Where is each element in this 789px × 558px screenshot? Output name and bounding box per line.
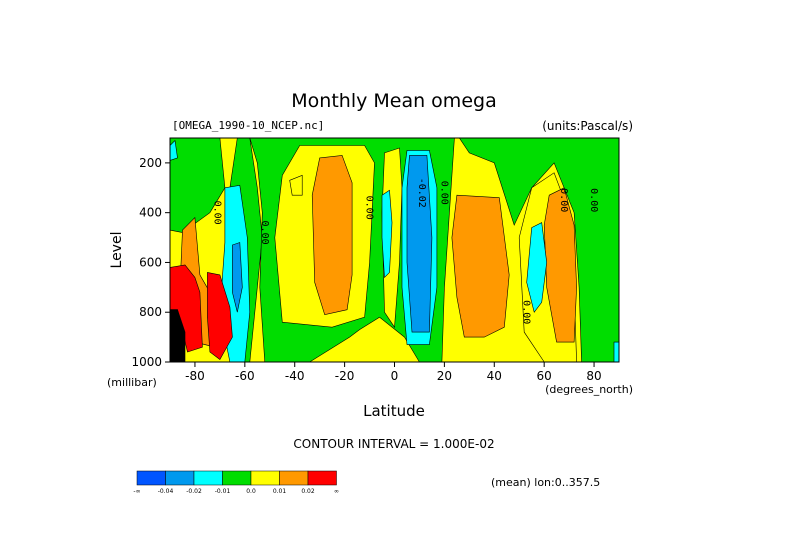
contour-labels: 0.00 0.00 0.00 -0.02 0.00 0.00 0.00 0.00 <box>211 178 599 325</box>
y-axis: 200 400 600 800 1000 <box>131 156 170 369</box>
contour-label: 0.00 <box>259 221 270 245</box>
legend-label: 0.0 <box>246 488 256 495</box>
legend-label: -0.01 <box>215 488 231 495</box>
contour-region <box>451 194 510 338</box>
contour-region <box>543 187 577 343</box>
legend-swatch <box>222 470 252 486</box>
y-unit-label: (millibar) <box>107 376 157 389</box>
units-label: (units:Pascal/s) <box>542 119 633 133</box>
x-tick-label: -80 <box>185 369 205 383</box>
x-tick-label: 60 <box>537 369 552 383</box>
y-tick-label: 600 <box>139 255 162 269</box>
y-axis-title: Level <box>109 232 125 269</box>
y-tick-label: 800 <box>139 305 162 319</box>
contour-region <box>207 272 233 360</box>
mean-note: (mean) lon:0..357.5 <box>491 476 600 489</box>
legend-label: -∞ <box>133 488 140 495</box>
x-tick-label: 40 <box>487 369 502 383</box>
contour-label: -0.02 <box>416 178 427 208</box>
x-unit-label: (degrees_north) <box>545 383 633 396</box>
y-tick-label: 1000 <box>131 355 162 369</box>
contour-label: 0.00 <box>588 188 599 212</box>
legend-swatch <box>279 470 309 486</box>
legend-swatch <box>250 470 280 486</box>
contour-region <box>381 189 393 279</box>
legend-swatch <box>136 470 166 486</box>
contour-interval-label: CONTOUR INTERVAL = 1.000E-02 <box>293 437 494 451</box>
x-tick-label: -40 <box>285 369 305 383</box>
legend-swatch <box>193 470 223 486</box>
contour-label: 0.00 <box>364 196 375 220</box>
chart-title: Monthly Mean omega <box>291 90 496 112</box>
x-axis: -80 -60 -40 -20 0 20 40 60 80 <box>185 362 602 383</box>
y-tick-label: 200 <box>139 156 162 170</box>
contour-region <box>311 155 353 316</box>
contour-label: 0.00 <box>521 300 532 324</box>
contour-region <box>232 242 243 313</box>
x-tick-label: -60 <box>235 369 255 383</box>
contour-region <box>526 222 548 313</box>
legend-label: 0.02 <box>301 488 315 495</box>
x-tick-label: 80 <box>586 369 601 383</box>
contour-label: 0.00 <box>438 181 449 205</box>
x-axis-title: Latitude <box>363 402 425 420</box>
legend-label: -0.04 <box>158 488 174 495</box>
contour-label: 0.00 <box>558 188 569 212</box>
legend-swatch <box>165 470 195 486</box>
plot-area <box>169 137 620 363</box>
contour-label: 0.00 <box>211 201 222 225</box>
legend-label: 0.01 <box>273 488 287 495</box>
source-file-label: [OMEGA_1990-10_NCEP.nc] <box>172 119 324 132</box>
y-tick-label: 400 <box>139 206 162 220</box>
color-legend: -∞ -0.04 -0.02 -0.01 0.0 0.01 0.02 ∞ <box>133 470 339 495</box>
legend-label: -0.02 <box>186 488 202 495</box>
x-tick-label: -20 <box>335 369 355 383</box>
contour-region <box>406 155 433 333</box>
legend-swatch <box>307 470 337 486</box>
legend-label: ∞ <box>334 488 339 495</box>
contour-region <box>613 341 620 363</box>
x-tick-label: 20 <box>437 369 452 383</box>
x-tick-label: 0 <box>391 369 399 383</box>
contour-region <box>289 174 303 196</box>
